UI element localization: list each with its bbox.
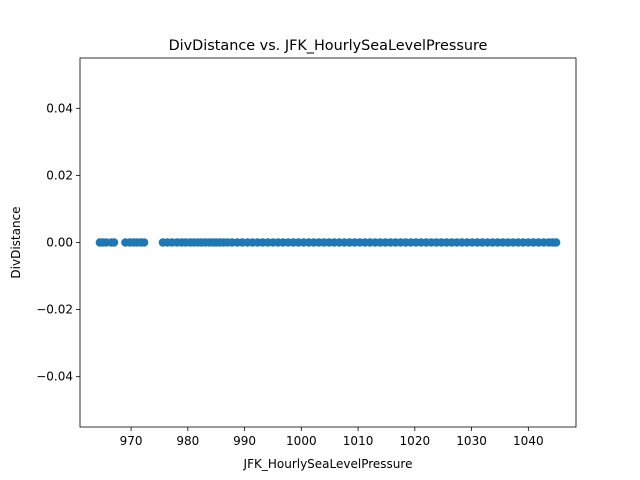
x-tick-label: 980	[176, 434, 199, 448]
x-axis-ticks: 970 980 990 1000 1010 1020 1030 1040	[120, 427, 544, 448]
x-tick-label: 990	[233, 434, 256, 448]
plot-area-frame	[79, 57, 577, 428]
x-tick-label: 1030	[456, 434, 487, 448]
x-tick-label: 1020	[400, 434, 431, 448]
y-axis-label: DivDistance	[9, 206, 23, 278]
x-tick-label: 970	[120, 434, 143, 448]
x-tick-label: 1040	[513, 434, 544, 448]
y-tick-label: 0.04	[46, 101, 73, 115]
y-tick-label: −0.02	[36, 303, 73, 317]
data-point	[109, 238, 119, 247]
x-axis-label: JFK_HourlySeaLevelPressure	[243, 457, 413, 471]
y-tick-label: −0.04	[36, 370, 73, 384]
y-axis-ticks: −0.04 −0.02 0.00 0.02 0.04	[36, 101, 80, 384]
x-tick-label: 1010	[343, 434, 374, 448]
data-point	[139, 238, 149, 247]
chart-title: DivDistance vs. JFK_HourlySeaLevelPressu…	[169, 38, 488, 54]
data-point	[551, 238, 561, 247]
data-points	[95, 238, 561, 247]
y-tick-label: 0.00	[46, 236, 73, 250]
x-tick-label: 1000	[286, 434, 317, 448]
y-tick-label: 0.02	[46, 168, 73, 182]
